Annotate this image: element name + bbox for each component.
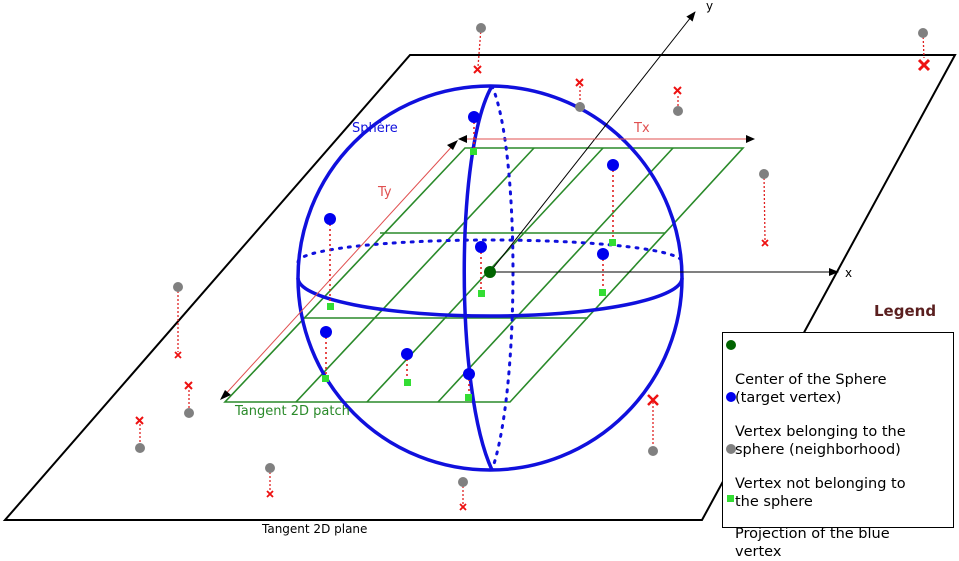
neighbor-vertex [607,159,619,246]
tangent-plane-diagram: x y Tx Ty Sphère Tangent 2D patch Tangen… [2,0,957,536]
tangent-patch-grid [223,147,745,403]
outside-vertex [135,416,145,453]
legend-item-label: Vertex not belonging to the sphere [735,476,906,510]
outside-vertex [917,28,931,72]
neighbor-vertex [320,326,332,382]
axis-x-label: x [845,266,852,280]
sphere-label: Sphère [352,121,398,136]
legend-item-projection: Projection of the blue vertex [727,489,890,561]
dark-green-dot-icon [726,340,736,350]
neighbor-vertex [401,348,413,386]
outside-vertex [473,23,486,74]
legend-item-label: Vertex belonging to the sphere (neighbor… [735,424,906,458]
neighbor-vertex [324,213,336,310]
outside-vertex [673,86,683,116]
neighbor-vertex [463,368,475,401]
outside-vertices [135,23,931,511]
patch-label: Tangent 2D patch [234,404,350,419]
outside-vertex [184,381,194,418]
outside-vertex [458,477,468,511]
outside-vertex [173,282,183,359]
axes [489,11,839,276]
legend-item-center: Center of the Sphere (target vertex) [726,335,887,407]
neighbor-vertex [468,111,480,155]
legend-item-outside: Vertex not belonging to the sphere [726,439,906,511]
plane-label: Tangent 2D plane [261,522,367,536]
axis-y-label: y [706,0,713,13]
legend-item-label: Projection of the blue vertex [735,526,890,560]
green-square-icon [727,495,734,502]
legend: Center of the Sphere (target vertex) Ver… [722,332,954,560]
neighbor-vertex [597,248,609,296]
legend-item-neighbor: Vertex belonging to the sphere (neighbor… [726,387,906,459]
tangent-plane [2,54,957,521]
legend-title: Legend [874,302,937,320]
outside-vertex [759,169,769,247]
legend-item-label: Center of the Sphere (target vertex) [735,372,887,406]
neighbor-vertex [475,241,487,297]
grey-dot-icon [726,444,736,454]
ty-label: Ty [377,185,392,200]
tx-label: Tx [633,121,650,136]
neighborhood-vertices [320,111,619,401]
ty-dimension [220,140,458,400]
tx-dimension [458,135,755,143]
sphere-center-vertex [484,266,496,278]
outside-vertex [575,78,585,112]
blue-dot-icon [726,392,736,402]
outside-vertex [647,394,659,456]
outside-vertex [265,463,275,498]
